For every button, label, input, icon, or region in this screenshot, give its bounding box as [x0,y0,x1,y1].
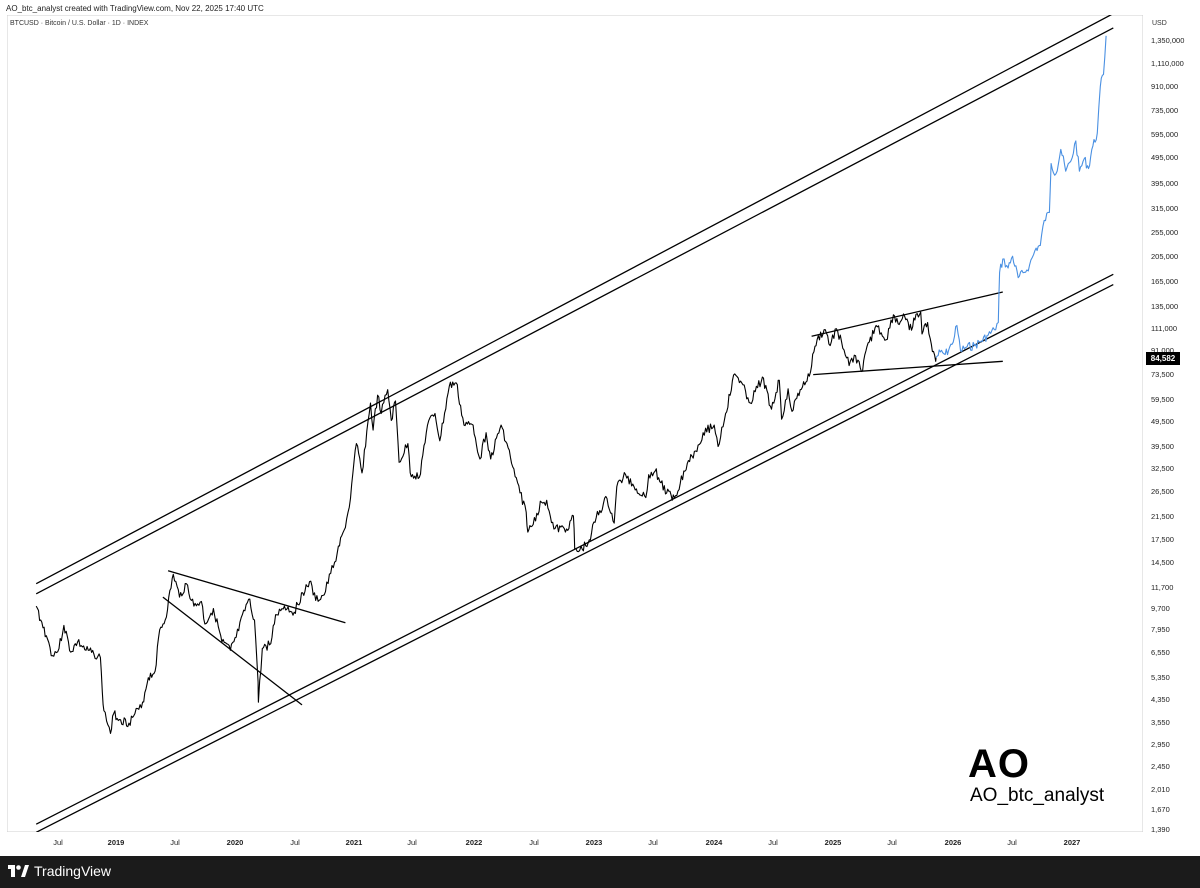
tradingview-icon [8,865,29,877]
tradingview-brand: TradingView [34,863,112,879]
time-tick-label: 2020 [227,838,244,847]
price-tick-label: 1,390 [1151,825,1170,834]
price-tick-label: 7,950 [1151,625,1170,634]
price-tick-label: 49,500 [1151,417,1174,426]
watermark-logo: AO [968,742,1030,786]
time-tick-label: 2026 [945,838,962,847]
time-tick-label: 2019 [108,838,125,847]
time-tick-label: 2027 [1064,838,1081,847]
symbol-legend: BTCUSD · Bitcoin / U.S. Dollar · 1D · IN… [10,20,149,27]
time-tick-label: Jul [1007,838,1017,847]
price-tick-label: 595,000 [1151,130,1178,139]
trendline-range-lower[interactable] [813,360,1003,376]
time-tick-label: Jul [170,838,180,847]
price-tick-label: 11,700 [1151,583,1173,592]
price-tick-label: 5,350 [1151,673,1170,682]
price-tick-label: 2,450 [1151,762,1170,771]
price-tick-label: 205,000 [1151,252,1178,261]
time-tick-label: 2024 [706,838,724,847]
price-tick-label: 165,000 [1151,277,1178,286]
time-tick-label: Jul [407,838,417,847]
price-tick-label: 495,000 [1151,153,1178,162]
price-tick-label: 2,010 [1151,785,1170,794]
price-tick-label: 1,350,000 [1151,36,1184,45]
price-tick-label: 395,000 [1151,179,1178,188]
current-price-label: 84,582 [1146,352,1180,365]
time-tick-label: 2022 [466,838,483,847]
price-tick-label: 2,950 [1151,740,1170,749]
trendline-channel-bottom-inner[interactable] [35,284,1114,833]
time-axis[interactable]: Jul 2019 Jul 2020 Jul 2021 Jul 2022 Jul 2023 Jul 20… [53,838,1080,847]
trendline-range-upper[interactable] [811,291,1003,337]
price-tick-label: 91,000 [1151,346,1174,355]
price-tick-label: 255,000 [1151,228,1178,237]
trendline-channel-top-outer[interactable] [35,14,1113,585]
price-tick-label: 910,000 [1151,82,1178,91]
price-tick-label: 3,550 [1151,718,1170,727]
time-tick-label: Jul [529,838,539,847]
historical-price-series [35,311,937,734]
price-tick-label: 315,000 [1151,204,1178,213]
price-tick-label: 21,500 [1151,512,1174,521]
time-tick-label: 2021 [346,838,363,847]
trendline-channel-top-inner[interactable] [35,27,1114,595]
time-tick-label: Jul [290,838,300,847]
price-tick-label: 111,000 [1151,324,1177,333]
price-tick-label: 73,500 [1151,370,1174,379]
time-tick-label: 2023 [586,838,603,847]
price-tick-label: 26,500 [1151,487,1174,496]
price-tick-label: 4,350 [1151,695,1170,704]
time-tick-label: Jul [53,838,63,847]
time-tick-label: Jul [768,838,778,847]
trendline-triangle-lower[interactable] [162,596,303,706]
watermark-handle: AO_btc_analyst [970,785,1105,806]
price-tick-label: 735,000 [1151,106,1178,115]
currency-label: USD [1152,20,1167,27]
price-tick-label: 14,500 [1151,558,1174,567]
price-tick-label: 32,500 [1151,464,1174,473]
price-tick-label: 39,500 [1151,442,1174,451]
price-tick-label: 6,550 [1151,648,1170,657]
trendline-triangle-upper[interactable] [167,570,346,624]
footer-bar: TradingView [0,856,1200,888]
time-tick-label: Jul [648,838,658,847]
price-tick-label: 1,110,000 [1151,59,1184,68]
price-tick-label: 9,700 [1151,604,1170,613]
tradingview-logo[interactable]: TradingView [8,863,111,879]
projection-price-series [935,35,1107,359]
time-tick-label: 2025 [825,838,842,847]
price-axis[interactable]: 1,350,000 1,110,000 910,000 735,000 595,000 4… [1151,36,1184,834]
price-tick-label: 135,000 [1151,302,1178,311]
price-tick-label: 1,670 [1151,805,1170,814]
attribution-text: AO_btc_analyst created with TradingView.… [6,4,264,13]
price-tick-label: 17,500 [1151,535,1174,544]
plot-border [7,15,1143,832]
price-tick-label: 59,500 [1151,395,1174,404]
time-tick-label: Jul [887,838,897,847]
